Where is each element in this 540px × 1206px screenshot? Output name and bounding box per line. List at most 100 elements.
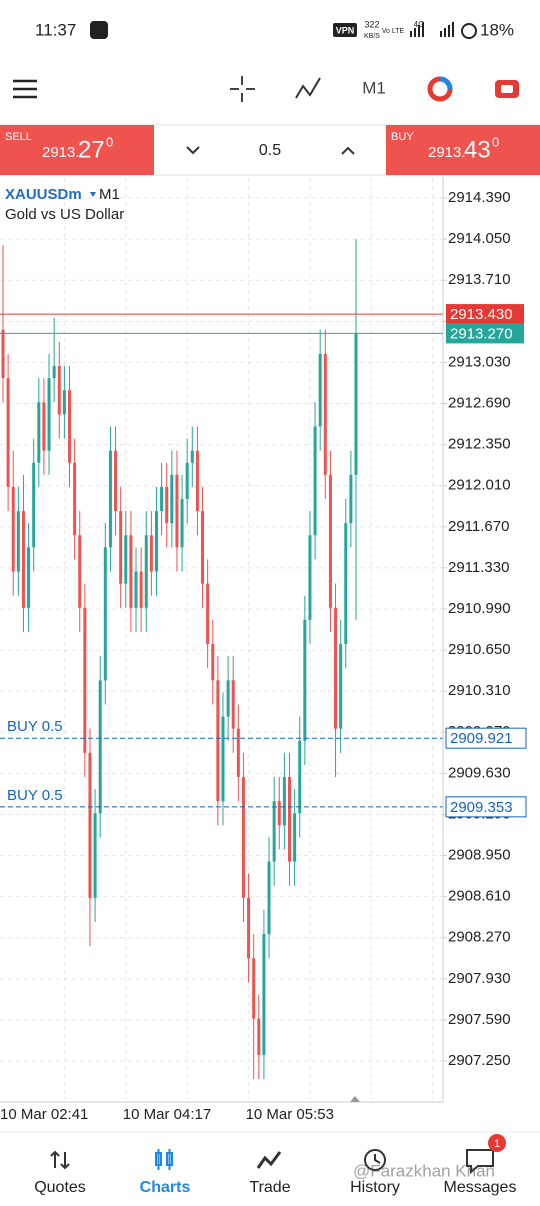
badge-count: 1	[494, 1138, 500, 1150]
nav-item[interactable]: Quotes	[34, 1179, 86, 1196]
order-label[interactable]: BUY 0.5	[7, 718, 63, 735]
candle-body	[103, 547, 107, 681]
clock: 11:37	[35, 20, 76, 39]
ask-line-label: 2913.430	[450, 306, 513, 323]
candle-body	[318, 353, 322, 427]
candle-body	[195, 450, 199, 512]
candle-body	[282, 776, 286, 826]
order-label[interactable]: BUY 0.5	[7, 787, 63, 804]
candle-body	[149, 535, 153, 572]
trade-icon-nav	[256, 1151, 282, 1169]
candle-body	[247, 897, 251, 959]
y-tick-label: 2908.950	[448, 847, 511, 864]
candle-body	[211, 644, 215, 681]
chart[interactable]: 2914.3902914.0502913.7102913.3702913.030…	[0, 177, 527, 1123]
vpn: VPN	[336, 25, 355, 35]
volume[interactable]: 0.5	[259, 142, 281, 159]
candle-body	[27, 547, 31, 608]
candle-body	[144, 535, 148, 608]
order-price-box	[445, 727, 527, 749]
sell-label: SELL	[5, 131, 32, 143]
candle-body	[175, 474, 179, 548]
nav-item[interactable]: Trade	[249, 1179, 290, 1196]
candle-body	[47, 378, 51, 451]
candle-body	[201, 511, 205, 584]
indicators-button[interactable]	[295, 77, 321, 99]
sell-button[interactable]	[0, 125, 154, 175]
candle-body	[231, 680, 235, 729]
buy-label: BUY	[391, 131, 414, 143]
candle-body	[134, 571, 138, 608]
x-tick-label: 10 Mar 04:17	[123, 1106, 211, 1123]
candle-body	[68, 390, 72, 463]
speed-unit: KB/S	[364, 33, 380, 40]
candle-body	[185, 462, 189, 500]
y-tick-label: 2913.030	[448, 353, 511, 370]
y-tick-label: 2911.330	[448, 559, 509, 576]
candle-body	[42, 402, 46, 451]
chart-timeframe: M1	[99, 186, 120, 203]
buy-button[interactable]	[386, 125, 540, 175]
app-icon	[90, 21, 108, 39]
speed: 322	[364, 19, 379, 29]
candle-body	[344, 523, 348, 645]
messages-icon	[466, 1149, 494, 1175]
candle-body	[160, 486, 164, 512]
quotes-icon	[50, 1150, 70, 1170]
candle-body	[236, 728, 240, 777]
history-icon	[364, 1149, 386, 1171]
order-price-box	[445, 796, 527, 818]
badge	[488, 1134, 506, 1152]
candle-body	[334, 607, 338, 729]
x-tick-label: 10 Mar 05:53	[246, 1106, 334, 1123]
y-tick-label: 2907.250	[448, 1052, 511, 1069]
nav-item[interactable]: Messages	[444, 1179, 517, 1196]
y-tick-label: 2910.990	[448, 600, 511, 617]
y-tick-label: 2910.650	[448, 641, 511, 658]
crosshair-button[interactable]	[230, 76, 255, 102]
nav-item[interactable]: Charts	[140, 1179, 191, 1196]
candle-body	[303, 619, 307, 741]
candle-body	[119, 511, 123, 584]
candle-body	[124, 535, 128, 584]
sell-price-small: 0	[106, 134, 113, 149]
volume-up[interactable]	[341, 146, 355, 155]
symbol: XAUUSDm	[5, 186, 82, 203]
candle-body	[1, 329, 5, 379]
candle-body	[93, 813, 97, 898]
candle-body	[267, 861, 271, 935]
timeframe-button[interactable]: M1	[362, 78, 386, 97]
candle-body	[221, 716, 225, 802]
candle-body	[6, 378, 10, 487]
candle-body	[216, 680, 220, 802]
scroll-marker	[350, 1096, 360, 1102]
candle-body	[226, 680, 230, 717]
y-tick-label: 2914.390	[448, 189, 511, 206]
y-tick-label: 2908.610	[448, 888, 511, 905]
x-tick-label: 10 Mar 02:41	[0, 1106, 88, 1123]
symbol-dropdown	[90, 192, 96, 197]
y-tick-label: 2912.690	[448, 394, 511, 411]
candle-body	[154, 511, 158, 572]
candle-body	[180, 499, 184, 548]
candle-body	[190, 450, 194, 463]
candle-body	[57, 366, 61, 415]
candle-body	[293, 813, 297, 862]
order-price: 2909.353	[450, 799, 513, 816]
nav-item[interactable]: History	[350, 1179, 400, 1196]
y-tick-label: 2907.930	[448, 970, 511, 987]
trade-icon	[501, 85, 513, 93]
menu-button[interactable]	[13, 79, 37, 99]
candle-body	[206, 583, 210, 645]
y-tick-label: 2914.050	[448, 230, 511, 247]
network: 4G	[414, 20, 425, 29]
volume-down[interactable]	[186, 146, 200, 155]
y-tick-label: 2912.010	[448, 477, 511, 494]
candle-body	[287, 776, 291, 862]
candle-body	[298, 740, 302, 814]
candle-body	[62, 390, 66, 415]
candle-body	[323, 353, 327, 475]
candle-body	[349, 474, 353, 524]
